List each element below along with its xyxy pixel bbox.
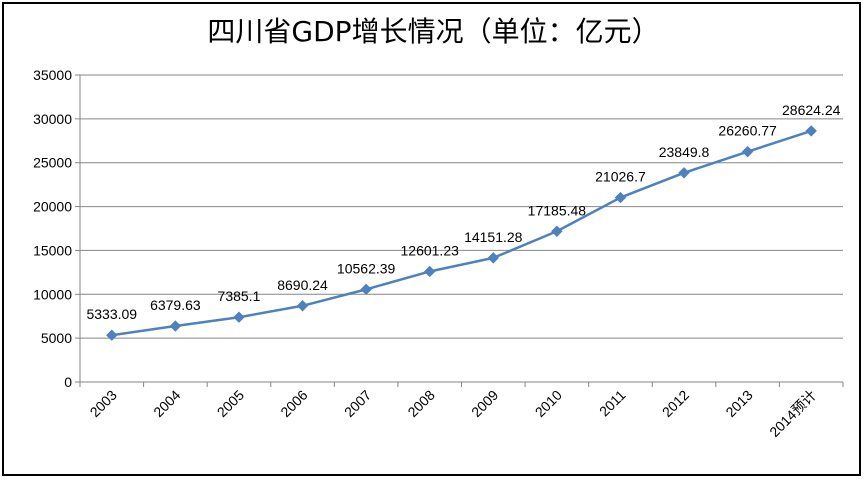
y-tick-label: 10000 bbox=[33, 286, 72, 302]
x-tick-label: 2004 bbox=[150, 387, 183, 420]
data-point bbox=[805, 125, 817, 137]
data-label: 8690.24 bbox=[277, 277, 328, 293]
data-point bbox=[106, 329, 118, 341]
x-tick-label: 2014预计 bbox=[766, 387, 819, 440]
x-tick-label: 2005 bbox=[214, 387, 247, 420]
y-tick-label: 0 bbox=[64, 374, 72, 390]
data-label: 23849.8 bbox=[659, 144, 710, 160]
grid-lines bbox=[80, 74, 843, 339]
data-label: 10562.39 bbox=[337, 260, 396, 276]
y-tick-label: 20000 bbox=[33, 199, 72, 215]
series-line bbox=[111, 129, 812, 337]
data-label: 6379.63 bbox=[150, 297, 201, 313]
data-points bbox=[106, 125, 817, 341]
x-tick-label: 2010 bbox=[532, 387, 565, 420]
data-label: 26260.77 bbox=[718, 123, 777, 139]
x-tick-label: 2009 bbox=[468, 387, 501, 420]
y-tick-label: 30000 bbox=[33, 111, 72, 127]
x-tick-label: 2007 bbox=[341, 387, 374, 420]
data-label: 5333.09 bbox=[86, 306, 137, 322]
data-label: 21026.7 bbox=[595, 169, 646, 185]
data-point bbox=[614, 191, 627, 204]
y-tick-label: 5000 bbox=[41, 330, 72, 346]
y-tick-label: 25000 bbox=[33, 155, 72, 171]
x-tick-label: 2006 bbox=[277, 387, 310, 420]
data-label: 12601.23 bbox=[401, 242, 460, 258]
data-label: 7385.1 bbox=[218, 288, 261, 304]
chart-frame bbox=[2, 2, 861, 476]
data-point bbox=[487, 252, 499, 264]
data-point bbox=[551, 225, 563, 237]
data-label: 14151.28 bbox=[464, 229, 523, 245]
data-point bbox=[678, 167, 690, 179]
data-point bbox=[296, 300, 309, 312]
y-tick-label: 35000 bbox=[33, 67, 72, 83]
y-tick-label: 15000 bbox=[33, 242, 72, 258]
axes bbox=[75, 74, 844, 387]
data-point bbox=[233, 311, 245, 323]
y-tick-labels: 0 5000 10000 15000 20000 25000 30000 35000 bbox=[33, 67, 72, 390]
data-labels: 5333.09 6379.63 7385.1 8690.24 10562.39 12601… bbox=[86, 102, 840, 322]
x-tick-label: 2012 bbox=[659, 387, 692, 420]
data-label: 17185.48 bbox=[528, 202, 587, 218]
x-tick-label: 2008 bbox=[404, 387, 437, 420]
series-line bbox=[111, 129, 812, 337]
x-tick-label: 2011 bbox=[596, 387, 629, 420]
data-point bbox=[360, 283, 372, 296]
data-point bbox=[169, 320, 182, 332]
data-point bbox=[741, 145, 754, 158]
x-tick-label: 2013 bbox=[722, 387, 755, 420]
chart-title: 四川省GDP增长情况（单位：亿元） bbox=[207, 15, 660, 48]
x-tick-labels: 2003 2004 2005 2006 2007 2008 2009 2010 2011 2012… bbox=[87, 387, 820, 440]
data-point bbox=[424, 265, 436, 278]
x-tick-label: 2003 bbox=[87, 387, 120, 420]
data-label: 28624.24 bbox=[782, 102, 841, 118]
